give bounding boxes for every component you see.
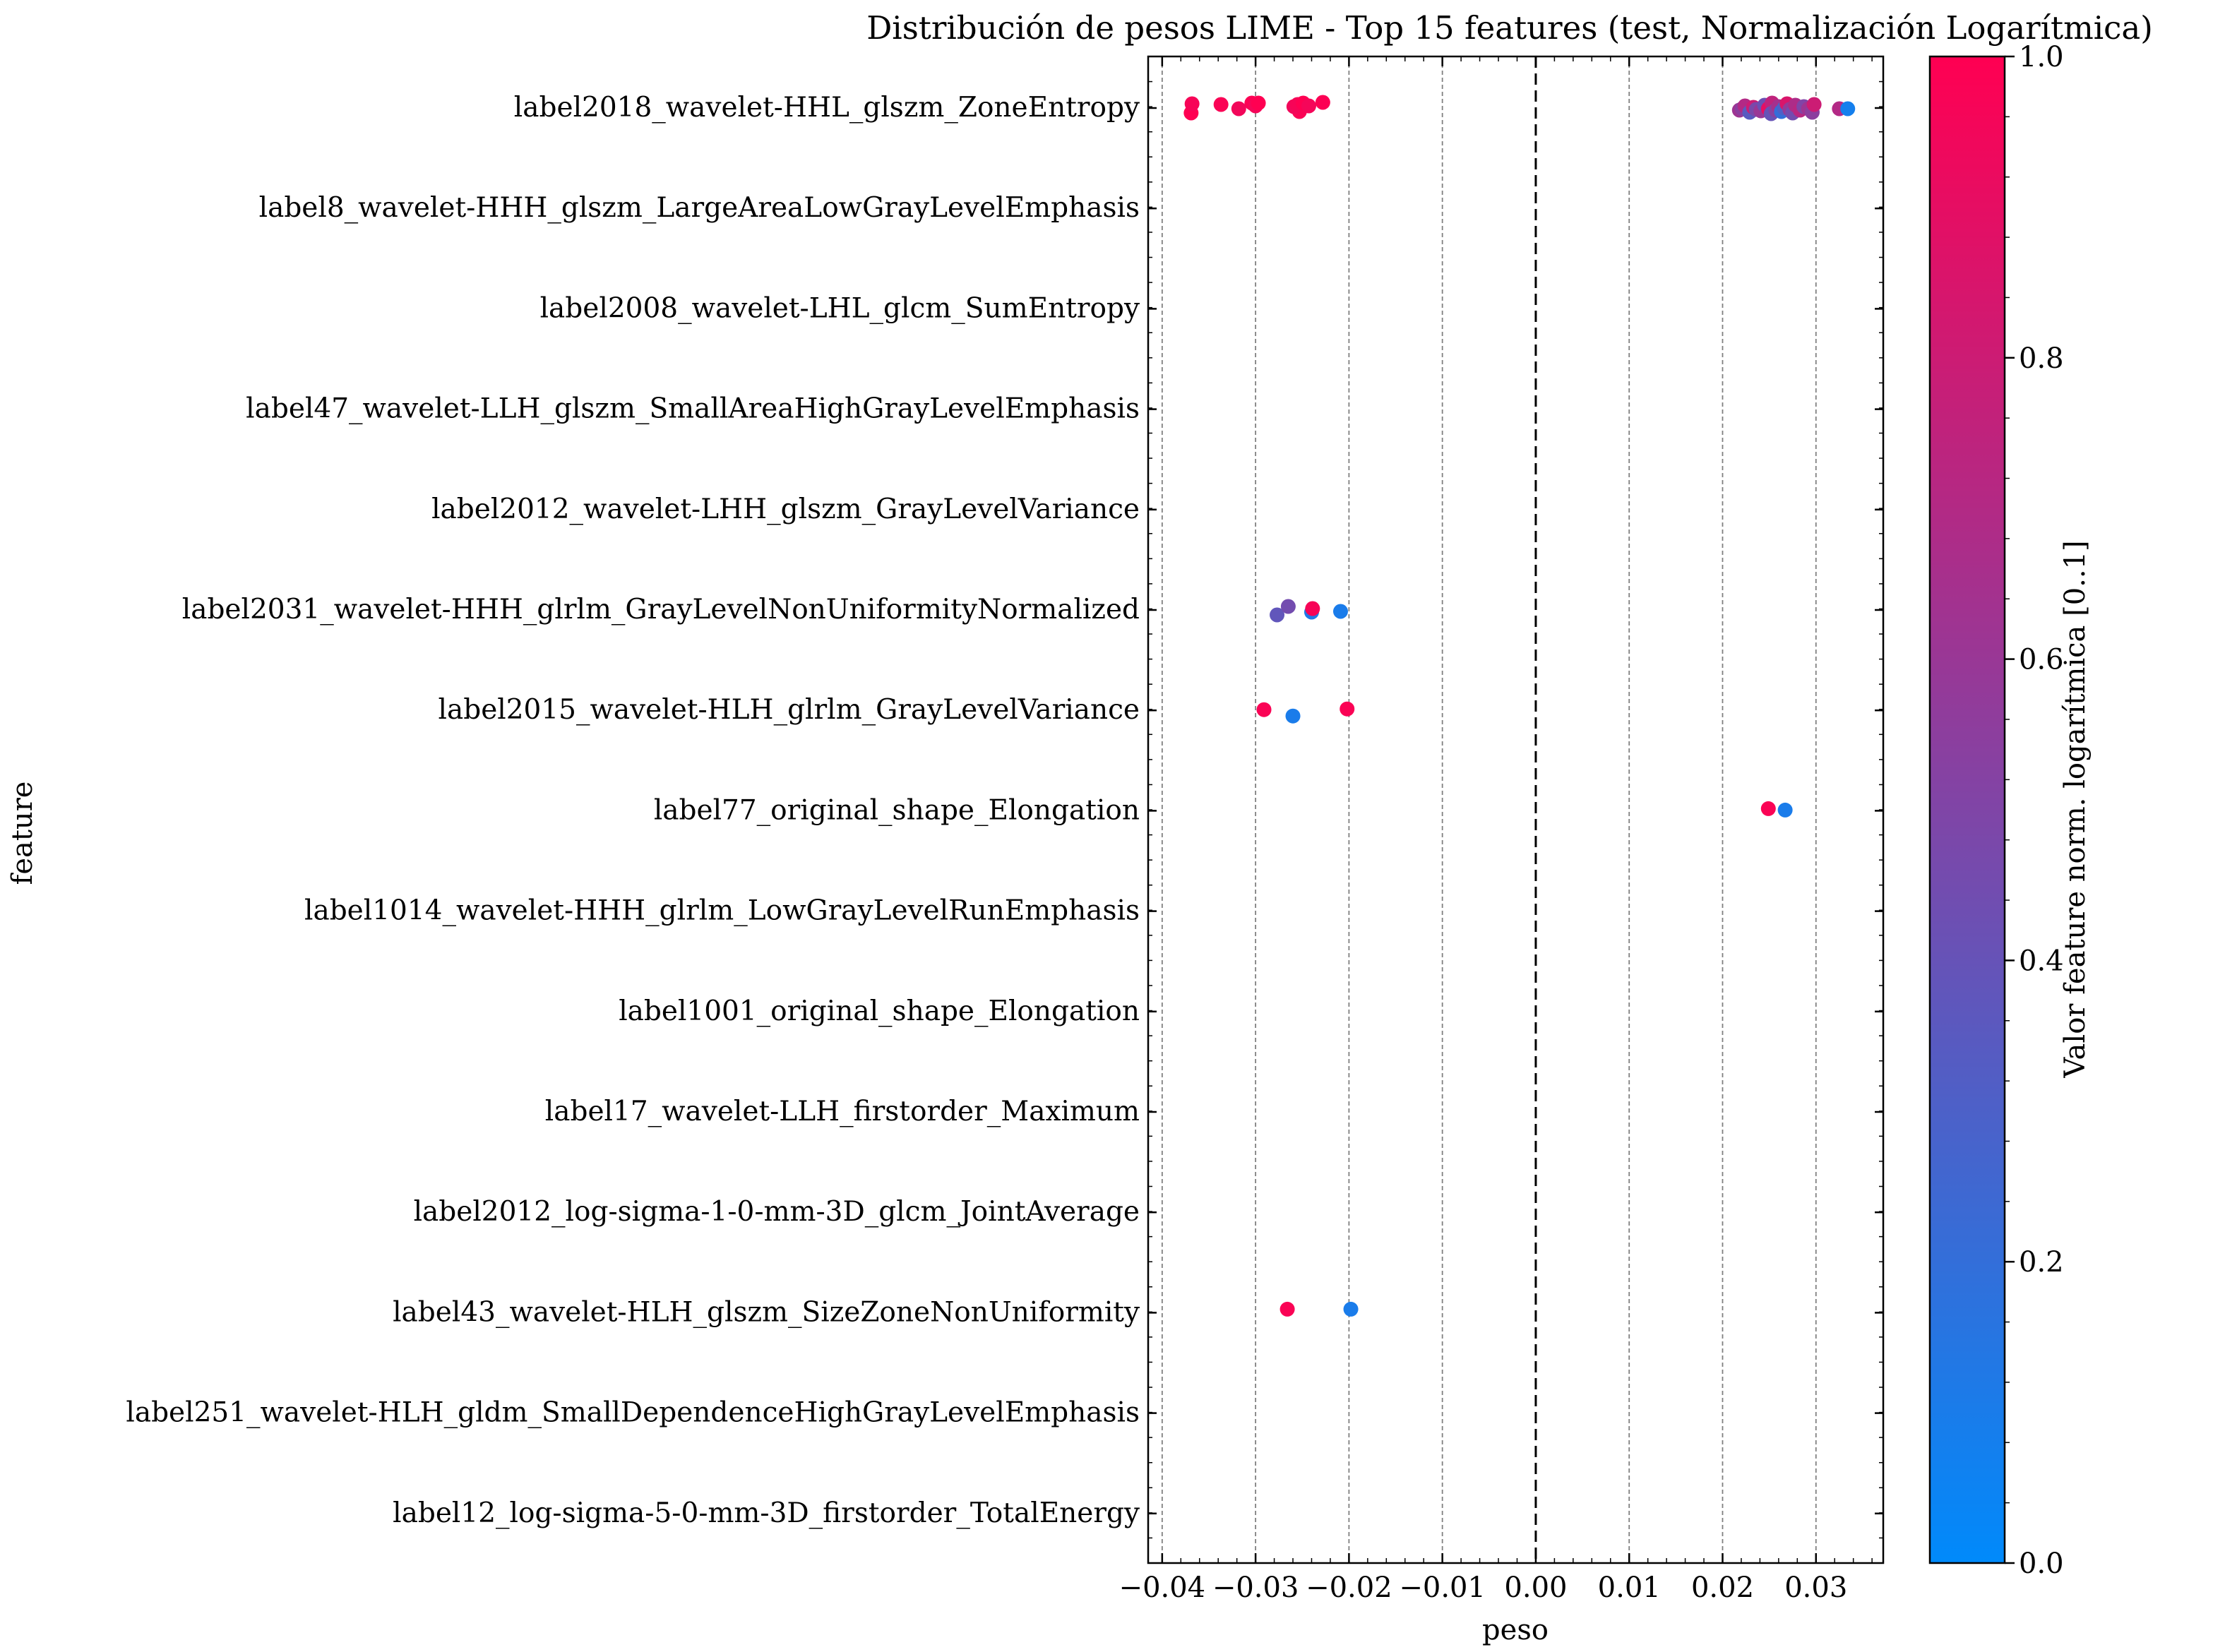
x-tick-label: −0.04 bbox=[1119, 1572, 1206, 1604]
x-tick-label: −0.02 bbox=[1306, 1572, 1392, 1604]
y-tick-label: label47_wavelet-LLH_glszm_SmallAreaHighG… bbox=[246, 393, 1140, 425]
x-tick-label: −0.01 bbox=[1399, 1572, 1486, 1604]
data-point bbox=[1213, 97, 1229, 112]
x-tick-label: 0.02 bbox=[1691, 1572, 1754, 1604]
y-tick-label: label1001_original_shape_Elongation bbox=[619, 995, 1140, 1027]
y-tick-label: label1014_wavelet-HHH_glrlm_LowGrayLevel… bbox=[304, 895, 1140, 927]
y-tick-label: label2015_wavelet-HLH_glrlm_GrayLevelVar… bbox=[439, 694, 1140, 726]
chart-title: Distribución de pesos LIME - Top 15 feat… bbox=[866, 9, 2153, 47]
colorbar-tick-label: 0.0 bbox=[2019, 1548, 2064, 1580]
x-axis-ticks: −0.04 −0.03 −0.02 −0.01 0.00 0.01 0.02 0.03 bbox=[1119, 56, 1873, 1604]
data-point bbox=[1315, 95, 1330, 110]
data-point bbox=[1332, 604, 1348, 619]
y-axis-ticks: label2018_wavelet-HHL_glszm_ZoneEntropyl… bbox=[126, 56, 1883, 1564]
data-point bbox=[1760, 801, 1776, 816]
data-point bbox=[1840, 101, 1856, 116]
colorbar bbox=[1928, 55, 2006, 1564]
y-axis-label: feature bbox=[6, 782, 39, 885]
data-point bbox=[1270, 607, 1285, 623]
x-tick-label: 0.01 bbox=[1598, 1572, 1661, 1604]
data-point bbox=[1251, 95, 1266, 111]
y-tick-label: label2012_wavelet-LHH_glszm_GrayLevelVar… bbox=[431, 493, 1140, 525]
colorbar-tick-label: 0.4 bbox=[2019, 945, 2064, 977]
data-point bbox=[1279, 1301, 1295, 1317]
x-tick-label: −0.03 bbox=[1212, 1572, 1299, 1604]
colorbar-tick-label: 0.2 bbox=[2019, 1246, 2064, 1279]
y-tick-label: label2008_wavelet-LHL_glcm_SumEntropy bbox=[540, 292, 1140, 324]
y-tick-label: label77_original_shape_Elongation bbox=[654, 794, 1140, 826]
data-point bbox=[1256, 702, 1272, 717]
colorbar-ticks: 0.0 0.2 0.4 0.6 0.8 1.0 bbox=[2005, 41, 2064, 1580]
data-point bbox=[1285, 708, 1301, 724]
colorbar-tick-label: 1.0 bbox=[2019, 41, 2064, 73]
colorbar-tick-label: 0.6 bbox=[2019, 644, 2064, 676]
x-tick-label: 0.03 bbox=[1784, 1572, 1847, 1604]
data-point bbox=[1231, 101, 1246, 116]
data-point bbox=[1280, 599, 1296, 614]
y-tick-label: label12_log-sigma-5-0-mm-3D_firstorder_T… bbox=[393, 1497, 1140, 1529]
data-point bbox=[1343, 1301, 1359, 1317]
x-axis-label: peso bbox=[1482, 1614, 1549, 1646]
colorbar-label: Valor feature norm. logarítmica [0..1] bbox=[2059, 540, 2092, 1078]
y-tick-label: label251_wavelet-HLH_gldm_SmallDependenc… bbox=[126, 1397, 1140, 1429]
data-point bbox=[1184, 96, 1200, 112]
colorbar-tick-label: 0.8 bbox=[2019, 342, 2064, 375]
data-point bbox=[1340, 701, 1355, 717]
x-tick-label: 0.00 bbox=[1504, 1572, 1567, 1604]
y-tick-label: label2012_log-sigma-1-0-mm-3D_glcm_Joint… bbox=[414, 1196, 1140, 1228]
y-tick-label: label17_wavelet-LLH_firstorder_Maximum bbox=[545, 1096, 1140, 1127]
y-tick-label: label8_wavelet-HHH_glszm_LargeAreaLowGra… bbox=[259, 192, 1140, 224]
y-tick-label: label43_wavelet-HLH_glszm_SizeZoneNonUni… bbox=[393, 1296, 1140, 1328]
data-point bbox=[1301, 98, 1317, 114]
data-point bbox=[1806, 97, 1822, 112]
y-tick-label: label2031_wavelet-HHH_glrlm_GrayLevelNon… bbox=[182, 594, 1140, 626]
data-point bbox=[1305, 601, 1320, 616]
y-tick-label: label2018_wavelet-HHL_glszm_ZoneEntropy bbox=[514, 92, 1140, 124]
data-point bbox=[1777, 802, 1793, 818]
scatter-points bbox=[1183, 95, 1856, 1317]
grid-lines bbox=[1161, 56, 1817, 1563]
